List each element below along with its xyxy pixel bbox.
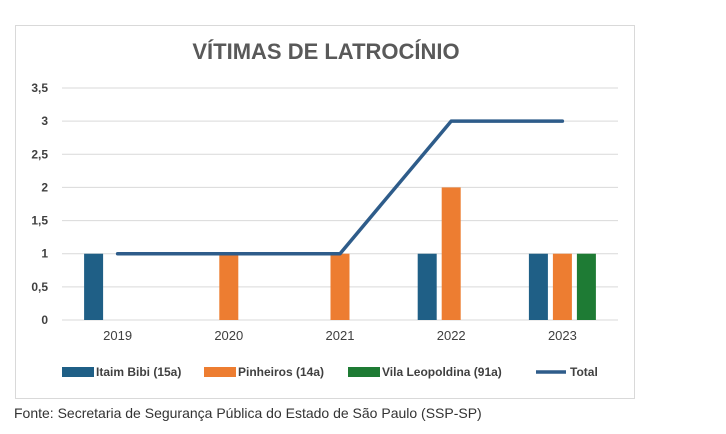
x-tick-label: 2021: [326, 328, 355, 343]
source-note: Fonte: Secretaria de Segurança Pública d…: [14, 405, 482, 421]
legend-label: Total: [570, 365, 598, 379]
y-tick-label: 3: [41, 114, 48, 128]
chart-title: VÍTIMAS DE LATROCÍNIO: [192, 39, 459, 64]
x-tick-label: 2019: [103, 328, 132, 343]
x-tick-label: 2020: [214, 328, 243, 343]
bar: [528, 253, 548, 320]
legend-swatch: [62, 367, 94, 377]
x-tick-label: 2023: [548, 328, 577, 343]
legend-label: Pinheiros (14a): [238, 365, 324, 379]
y-tick-label: 0,5: [31, 280, 48, 294]
bar: [441, 187, 461, 320]
y-tick-label: 3,5: [31, 81, 48, 95]
bar: [552, 253, 572, 320]
legend-swatch: [348, 367, 380, 377]
y-tick-label: 1,5: [31, 214, 48, 228]
bar: [84, 253, 104, 320]
y-tick-label: 0: [41, 313, 48, 327]
y-tick-label: 2,5: [31, 147, 48, 161]
bar: [576, 253, 596, 320]
legend-swatch: [204, 367, 236, 377]
chart-svg: VÍTIMAS DE LATROCÍNIO 0 0,5 1 1,5 2 2,5 3 3,5 20…: [31, 39, 618, 379]
x-tick-label: 2022: [437, 328, 466, 343]
bar: [219, 253, 239, 320]
legend-label: Itaim Bibi (15a): [96, 365, 181, 379]
axis-layer: 0 0,5 1 1,5 2 2,5 3 3,5 2019 2020 2021 2022 2023: [31, 81, 577, 343]
legend: Itaim Bibi (15a) Pinheiros (14a) Vila Leop…: [62, 365, 598, 379]
series-line-total: [115, 119, 565, 256]
bar: [330, 253, 350, 320]
y-tick-label: 1: [41, 247, 48, 261]
chart-frame: VÍTIMAS DE LATROCÍNIO 0 0,5 1 1,5 2 2,5 3 3,5 20…: [15, 25, 635, 399]
bar-layer: [84, 187, 596, 320]
line-layer: [115, 119, 565, 256]
legend-label: Vila Leopoldina (91a): [382, 365, 502, 379]
y-tick-label: 2: [41, 180, 48, 194]
bar: [417, 253, 437, 320]
